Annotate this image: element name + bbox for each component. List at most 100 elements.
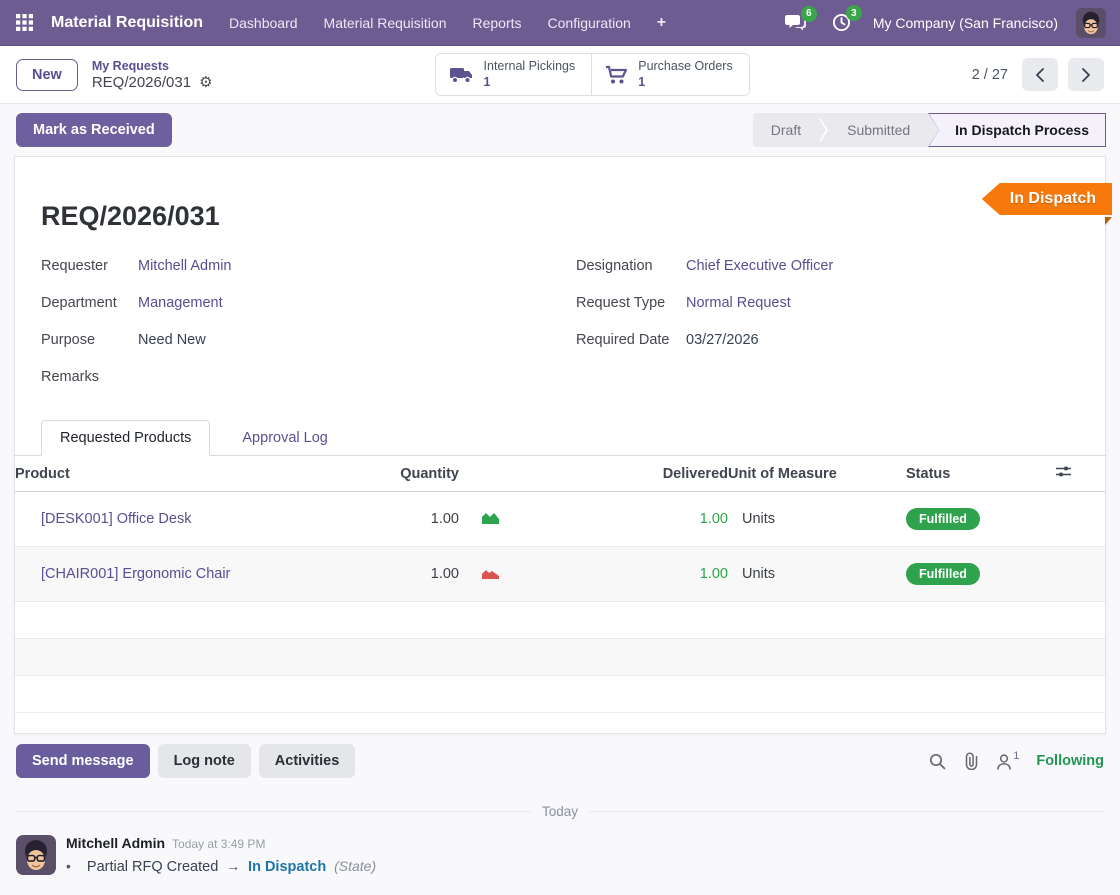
table-row[interactable]: [CHAIR001] Ergonomic Chair 1.00 1.00 Uni… bbox=[15, 547, 1105, 602]
breadcrumb-area: New My Requests REQ/2026/031 ⚙ bbox=[16, 59, 213, 91]
delivered-cell: 1.00 bbox=[515, 547, 728, 602]
fields-left-column: Requester Mitchell Admin Department Mana… bbox=[41, 258, 536, 406]
required-date-value[interactable]: 03/27/2026 bbox=[686, 332, 759, 348]
followers-count: 1 bbox=[1013, 750, 1019, 762]
designation-value[interactable]: Chief Executive Officer bbox=[686, 258, 833, 274]
day-divider-label: Today bbox=[542, 804, 578, 819]
activities-badge: 3 bbox=[846, 5, 862, 21]
purchase-orders-label: Purchase Orders bbox=[638, 59, 732, 75]
tab-approval-log[interactable]: Approval Log bbox=[224, 421, 345, 455]
day-divider: Today bbox=[16, 804, 1104, 819]
message-avatar-image bbox=[16, 835, 56, 875]
menu-dashboard[interactable]: Dashboard bbox=[229, 15, 298, 31]
app-brand[interactable]: Material Requisition bbox=[51, 14, 203, 32]
status-cell: Fulfilled bbox=[906, 492, 1055, 547]
field-label: Request Type bbox=[576, 295, 686, 311]
request-type-value[interactable]: Normal Request bbox=[686, 295, 791, 311]
message-timestamp: Today at 3:49 PM bbox=[172, 837, 265, 851]
status-step-submitted[interactable]: Submitted bbox=[829, 113, 928, 147]
statusbar-pipeline: Draft Submitted In Dispatch Process bbox=[753, 113, 1106, 147]
search-messages-button[interactable] bbox=[929, 753, 946, 770]
menu-plus[interactable]: + bbox=[657, 14, 666, 32]
field-purpose: Purpose Need New bbox=[41, 332, 536, 355]
tracking-field-label: Partial RFQ Created bbox=[87, 859, 218, 875]
column-header-status[interactable]: Status bbox=[906, 456, 1055, 492]
field-request-type: Request Type Normal Request bbox=[576, 295, 1079, 318]
status-badge: Fulfilled bbox=[906, 508, 980, 530]
field-department: Department Management bbox=[41, 295, 536, 318]
status-step-draft[interactable]: Draft bbox=[753, 113, 819, 147]
messages-button[interactable]: 6 bbox=[781, 12, 810, 34]
optional-columns-button[interactable] bbox=[1055, 464, 1072, 479]
tab-requested-products[interactable]: Requested Products bbox=[41, 420, 210, 456]
control-panel: New My Requests REQ/2026/031 ⚙ Internal … bbox=[0, 46, 1120, 104]
activities-button[interactable]: 3 bbox=[828, 11, 855, 34]
company-switcher[interactable]: My Company (San Francisco) bbox=[873, 15, 1058, 31]
apps-menu-icon[interactable] bbox=[14, 12, 35, 33]
field-label: Remarks bbox=[41, 369, 138, 385]
internal-pickings-button[interactable]: Internal Pickings 1 bbox=[436, 54, 592, 95]
message-author[interactable]: Mitchell Admin bbox=[66, 835, 165, 851]
mark-as-received-button[interactable]: Mark as Received bbox=[16, 113, 172, 147]
internal-pickings-count: 1 bbox=[484, 75, 491, 91]
gear-icon[interactable]: ⚙ bbox=[199, 75, 212, 90]
sliders-icon bbox=[1055, 464, 1072, 479]
menu-configuration[interactable]: Configuration bbox=[548, 15, 631, 31]
status-strip: Mark as Received Draft Submitted In Disp… bbox=[0, 104, 1120, 156]
field-label: Department bbox=[41, 295, 138, 311]
field-label: Designation bbox=[576, 258, 686, 274]
send-message-button[interactable]: Send message bbox=[16, 744, 150, 778]
field-requester: Requester Mitchell Admin bbox=[41, 258, 536, 281]
table-row[interactable]: [DESK001] Office Desk 1.00 1.00 Units Fu… bbox=[15, 492, 1105, 547]
user-avatar-image bbox=[1076, 8, 1106, 38]
attachments-button[interactable] bbox=[963, 752, 979, 770]
log-note-button[interactable]: Log note bbox=[158, 744, 251, 778]
activities-schedule-button[interactable]: Activities bbox=[259, 744, 355, 778]
quantity-cell[interactable]: 1.00 bbox=[355, 492, 459, 547]
chevron-left-icon bbox=[1035, 68, 1045, 82]
status-step-in-dispatch-process[interactable]: In Dispatch Process bbox=[928, 113, 1106, 147]
following-toggle[interactable]: Following bbox=[1036, 753, 1104, 769]
uom-cell[interactable]: Units bbox=[728, 492, 906, 547]
department-value[interactable]: Management bbox=[138, 295, 223, 311]
requested-products-table: Product Quantity Delivered Unit of Measu… bbox=[15, 456, 1105, 713]
forecast-chart-icon[interactable] bbox=[481, 565, 500, 580]
pager-next-button[interactable] bbox=[1068, 58, 1104, 91]
message-avatar[interactable] bbox=[16, 835, 56, 875]
field-label: Required Date bbox=[576, 332, 686, 348]
field-remarks: Remarks bbox=[41, 369, 536, 392]
product-cell[interactable]: [DESK001] Office Desk bbox=[15, 492, 355, 547]
field-designation: Designation Chief Executive Officer bbox=[576, 258, 1079, 281]
pager: 2 / 27 bbox=[972, 58, 1104, 91]
purchase-orders-button[interactable]: Purchase Orders 1 bbox=[591, 54, 748, 95]
column-header-delivered[interactable]: Delivered bbox=[515, 456, 728, 492]
purpose-value[interactable]: Need New bbox=[138, 332, 206, 348]
breadcrumb: My Requests REQ/2026/031 ⚙ bbox=[92, 59, 213, 91]
breadcrumb-parent[interactable]: My Requests bbox=[92, 59, 213, 73]
requester-value[interactable]: Mitchell Admin bbox=[138, 258, 231, 274]
product-cell[interactable]: [CHAIR001] Ergonomic Chair bbox=[15, 547, 355, 602]
quantity-cell[interactable]: 1.00 bbox=[355, 547, 459, 602]
menu-reports[interactable]: Reports bbox=[472, 15, 521, 31]
pager-previous-button[interactable] bbox=[1022, 58, 1058, 91]
followers-button[interactable]: 1 bbox=[996, 753, 1019, 770]
new-button[interactable]: New bbox=[16, 59, 78, 91]
state-ribbon: In Dispatch bbox=[982, 183, 1112, 215]
status-step-active-label: In Dispatch Process bbox=[929, 114, 1105, 146]
forecast-chart-icon[interactable] bbox=[481, 510, 500, 525]
tracking-value-line: • Partial RFQ Created → In Dispatch (Sta… bbox=[66, 858, 376, 875]
form-sheet: In Dispatch REQ/2026/031 Requester Mitch… bbox=[14, 156, 1106, 734]
uom-cell[interactable]: Units bbox=[728, 547, 906, 602]
column-header-uom[interactable]: Unit of Measure bbox=[728, 456, 906, 492]
navbar-right: 6 3 My Company (San Francisco) bbox=[781, 8, 1106, 38]
smart-buttons: Internal Pickings 1 Purchase Orders 1 bbox=[435, 53, 750, 96]
column-header-quantity[interactable]: Quantity bbox=[355, 456, 459, 492]
menu-material-requisition[interactable]: Material Requisition bbox=[324, 15, 447, 31]
status-cell: Fulfilled bbox=[906, 547, 1055, 602]
record-title: REQ/2026/031 bbox=[41, 201, 1079, 232]
bullet: • bbox=[66, 858, 71, 874]
empty-row bbox=[15, 639, 1105, 676]
user-avatar[interactable] bbox=[1076, 8, 1106, 38]
navbar-left: Material Requisition Dashboard Material … bbox=[14, 12, 666, 33]
column-header-product[interactable]: Product bbox=[15, 456, 355, 492]
